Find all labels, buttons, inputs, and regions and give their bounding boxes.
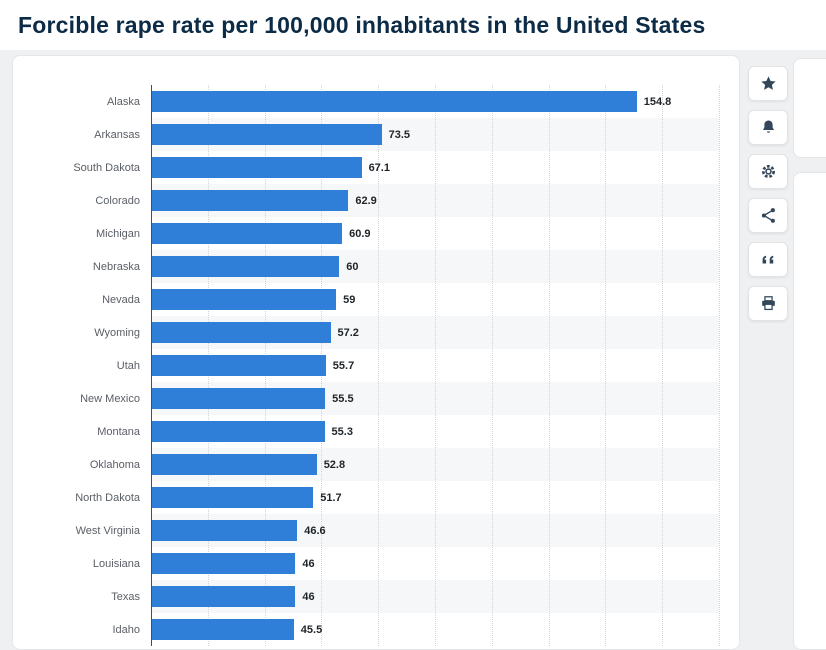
bar[interactable] <box>151 124 382 145</box>
bar[interactable] <box>151 223 343 244</box>
star-icon <box>760 76 776 90</box>
gridline <box>491 85 493 646</box>
value-label: 60 <box>346 260 359 273</box>
value-label: 51.7 <box>320 491 342 504</box>
chart-row: Montana 55.3 <box>13 415 739 448</box>
value-label: 46.6 <box>304 524 326 537</box>
category-label: Wyoming <box>94 326 140 339</box>
value-label: 67.1 <box>368 161 390 174</box>
share-button[interactable] <box>748 198 788 233</box>
chart-card: Alaska 154.8 Arkansas 73.5 South Dakota 67.1 C… <box>12 55 740 650</box>
page-title: Forcible rape rate per 100,000 inhabitan… <box>18 12 706 38</box>
bar[interactable] <box>151 421 325 442</box>
bar-cell: 60.9 <box>151 217 719 250</box>
share-icon <box>761 208 775 223</box>
chart-row: Nevada 59 <box>13 283 739 316</box>
category-label: New Mexico <box>80 392 140 405</box>
category-label: Arkansas <box>94 128 140 141</box>
category-label: Alaska <box>106 95 140 108</box>
cite-button[interactable] <box>748 242 788 277</box>
quote-icon <box>762 255 773 264</box>
bar-cell: 46 <box>151 547 719 580</box>
bar[interactable] <box>151 586 296 607</box>
category-label: Nebraska <box>92 260 140 273</box>
bar[interactable] <box>151 289 337 310</box>
gridline <box>378 85 380 646</box>
bar-cell: 55.3 <box>151 415 719 448</box>
bar-cell: 51.7 <box>151 481 719 514</box>
gridline <box>662 85 664 646</box>
category-label: Montana <box>97 425 140 438</box>
value-label: 62.9 <box>355 194 377 207</box>
category-label: Louisiana <box>92 557 140 570</box>
category-label: Colorado <box>95 194 140 207</box>
category-label: Nevada <box>102 293 140 306</box>
bar[interactable] <box>151 91 637 112</box>
adjacent-panel-partial <box>793 172 826 650</box>
category-label: Michigan <box>95 227 140 240</box>
settings-button[interactable] <box>748 154 788 189</box>
bar-cell: 154.8 <box>151 85 719 118</box>
value-label: 52.8 <box>323 458 346 471</box>
value-label: 73.5 <box>388 128 411 141</box>
page-header: Forcible rape rate per 100,000 inhabitan… <box>0 0 826 50</box>
category-label: North Dakota <box>75 491 140 504</box>
bar[interactable] <box>151 520 298 541</box>
favorite-button[interactable] <box>748 66 788 101</box>
bell-icon <box>762 120 774 133</box>
value-label: 60.9 <box>349 227 371 240</box>
bar[interactable] <box>151 619 294 640</box>
value-label: 55.5 <box>332 392 354 405</box>
category-label: Oklahoma <box>89 458 140 471</box>
chart-row: Michigan 60.9 <box>13 217 739 250</box>
value-label: 55.3 <box>331 425 353 438</box>
bar[interactable] <box>151 487 314 508</box>
bar-cell: 55.7 <box>151 349 719 382</box>
bar[interactable] <box>151 190 349 211</box>
chart-row: Louisiana 46 <box>13 547 739 580</box>
chart-row: Utah 55.7 <box>13 349 739 382</box>
value-label: 57.2 <box>337 326 359 339</box>
value-label: 46 <box>302 590 315 603</box>
value-label: 45.5 <box>300 623 323 636</box>
alerts-button[interactable] <box>748 110 788 145</box>
bar[interactable] <box>151 355 326 376</box>
gridline <box>605 85 607 646</box>
value-label: 55.7 <box>332 359 355 372</box>
bar-cell: 59 <box>151 283 719 316</box>
gridline <box>435 85 436 646</box>
bar[interactable] <box>151 157 362 178</box>
bar[interactable] <box>151 454 317 475</box>
gear-icon <box>761 165 775 178</box>
category-label: Texas <box>111 590 140 603</box>
category-label: Idaho <box>112 623 140 636</box>
value-label: 46 <box>302 557 315 570</box>
bar-cell: 67.1 <box>151 151 719 184</box>
printer-icon <box>761 296 775 311</box>
bar[interactable] <box>151 388 326 409</box>
value-label: 154.8 <box>643 95 672 108</box>
print-button[interactable] <box>748 286 788 321</box>
chart-row: North Dakota 51.7 <box>13 481 739 514</box>
category-label: South Dakota <box>73 161 140 174</box>
bar[interactable] <box>151 553 296 574</box>
bar[interactable] <box>151 256 340 277</box>
chart-row: South Dakota 67.1 <box>13 151 739 184</box>
category-label: Utah <box>116 359 140 372</box>
chart-row: Alaska 154.8 <box>13 85 739 118</box>
chart-toolbar <box>748 66 788 321</box>
chart-plot: Alaska 154.8 Arkansas 73.5 South Dakota 67.1 C… <box>13 85 739 646</box>
value-label: 59 <box>343 293 356 306</box>
gridline <box>548 85 550 646</box>
bar-cell: 45.5 <box>151 613 719 646</box>
category-label: West Virginia <box>75 524 140 537</box>
y-axis-line <box>151 85 152 646</box>
chart-row: Idaho 45.5 <box>13 613 739 646</box>
bar[interactable] <box>151 322 331 343</box>
adjacent-panel-partial <box>793 58 826 158</box>
gridline <box>719 85 720 646</box>
